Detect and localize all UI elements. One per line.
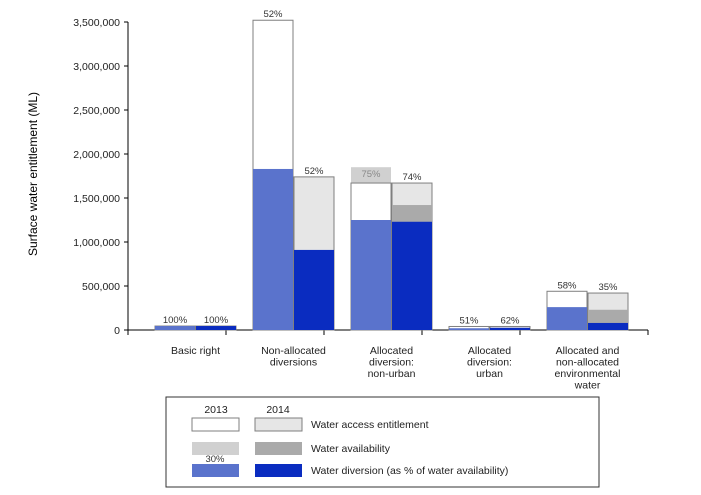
y-tick-label: 3,000,000	[73, 61, 120, 73]
legend-swatch-diversion-2014	[255, 464, 302, 477]
bar-percent-label-2013: 51%	[459, 315, 479, 326]
legend-year-2014: 2014	[266, 404, 290, 416]
legend-sample-percent: 30%	[205, 454, 225, 465]
diversion-bar-2013	[253, 168, 293, 330]
category-label: non-allocated	[556, 357, 619, 369]
legend-swatch-availability-2014	[255, 442, 302, 455]
y-tick-label: 3,500,000	[73, 17, 120, 29]
bar-percent-label-2013: 52%	[263, 9, 283, 20]
legend-swatch-diversion-2013	[192, 464, 239, 477]
legend-label-availability: Water availability	[311, 443, 391, 455]
y-axis-title: Surface water entitlement (ML)	[26, 92, 40, 256]
bar-percent-label-2014: 100%	[204, 315, 229, 326]
diversion-bar-2013	[351, 220, 391, 330]
bar-percent-label-2014: 62%	[500, 315, 520, 326]
y-tick-label: 2,000,000	[73, 149, 120, 161]
diversion-bar-2013	[155, 326, 195, 330]
category-label: diversion:	[467, 357, 512, 369]
availability-bar-2013	[351, 167, 391, 184]
legend-year-2013: 2013	[204, 404, 228, 416]
category-label: Allocated and	[556, 345, 620, 357]
diversion-bar-2013	[547, 307, 587, 330]
legend-label-entitlement: Water access entitlement	[311, 419, 429, 431]
bar-percent-label-2014: 52%	[304, 166, 324, 177]
diversion-bar-2014	[392, 221, 432, 330]
bar-percent-label-2013: 100%	[163, 315, 188, 326]
diversion-bar-2014	[588, 322, 628, 330]
bar-percent-label-2014: 74%	[402, 172, 422, 183]
y-tick-label: 2,500,000	[73, 105, 120, 117]
category-label: diversions	[270, 357, 317, 369]
diversion-bar-2013	[449, 328, 489, 330]
bar-percent-label-2014: 35%	[598, 282, 618, 293]
category-label: environmental	[555, 368, 621, 380]
diversion-bar-2014	[196, 326, 236, 330]
bar-percent-label-2013: 75%	[361, 169, 381, 180]
category-label: diversion:	[369, 357, 414, 369]
category-label: Allocated	[468, 345, 511, 357]
legend-label-diversion: Water diversion (as % of water availabil…	[311, 465, 508, 477]
category-label: Basic right	[171, 345, 220, 357]
category-label: Allocated	[370, 345, 413, 357]
category-label: urban	[476, 368, 503, 380]
y-tick-label: 500,000	[82, 281, 120, 293]
category-label: non-urban	[368, 368, 416, 380]
legend-swatch-availability-2013	[192, 442, 239, 455]
legend-swatch-entitlement-2013	[191, 417, 240, 432]
legend-swatch-entitlement-2014	[254, 417, 303, 432]
axes-layer: 0 500,000 1,000,000 1,500,000 2,000,000 2,500…	[26, 17, 649, 392]
diversion-bar-2014	[294, 249, 334, 330]
bar-percent-label-2013: 58%	[557, 280, 577, 291]
y-tick-label: 1,000,000	[73, 237, 120, 249]
category-label: Non-allocated	[261, 345, 326, 357]
diversion-bar-2014	[490, 327, 530, 330]
y-tick-label: 1,500,000	[73, 193, 120, 205]
bars-layer: 100% 100% 52% 52% 75% 74% 51% 62% 58% 35%	[154, 9, 629, 331]
legend-layer: 2013 2014 Water access entitlement Water av…	[165, 396, 600, 488]
y-tick-label: 0	[114, 325, 120, 337]
category-label: water	[574, 380, 601, 392]
